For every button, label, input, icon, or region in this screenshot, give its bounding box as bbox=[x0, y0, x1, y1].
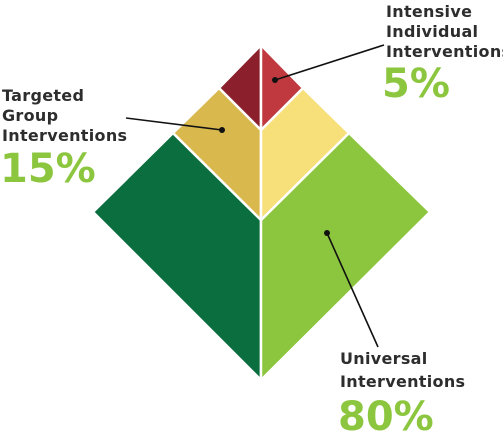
intensive-right bbox=[259, 43, 305, 132]
tier-percent: 15% bbox=[0, 146, 96, 192]
tier-label: Group bbox=[2, 106, 58, 125]
tier-label: Interventions bbox=[2, 126, 127, 145]
tier-label: Interventions bbox=[386, 42, 503, 61]
tier-percent: 80% bbox=[338, 394, 434, 438]
tier-label: Universal bbox=[340, 349, 428, 368]
leader-dot bbox=[324, 230, 330, 236]
tier-percent: 5% bbox=[382, 61, 450, 107]
tier-label: Intensive bbox=[386, 2, 472, 21]
tier-label: Interventions bbox=[340, 372, 465, 391]
leader-line bbox=[326, 232, 379, 348]
tier-label: Individual bbox=[386, 22, 478, 41]
leader-dot bbox=[219, 127, 225, 133]
leader-line bbox=[274, 44, 385, 81]
diamond bbox=[91, 43, 432, 382]
leader-line bbox=[125, 117, 223, 131]
leader-dot bbox=[272, 77, 278, 83]
tier-label: Targeted bbox=[2, 86, 84, 105]
